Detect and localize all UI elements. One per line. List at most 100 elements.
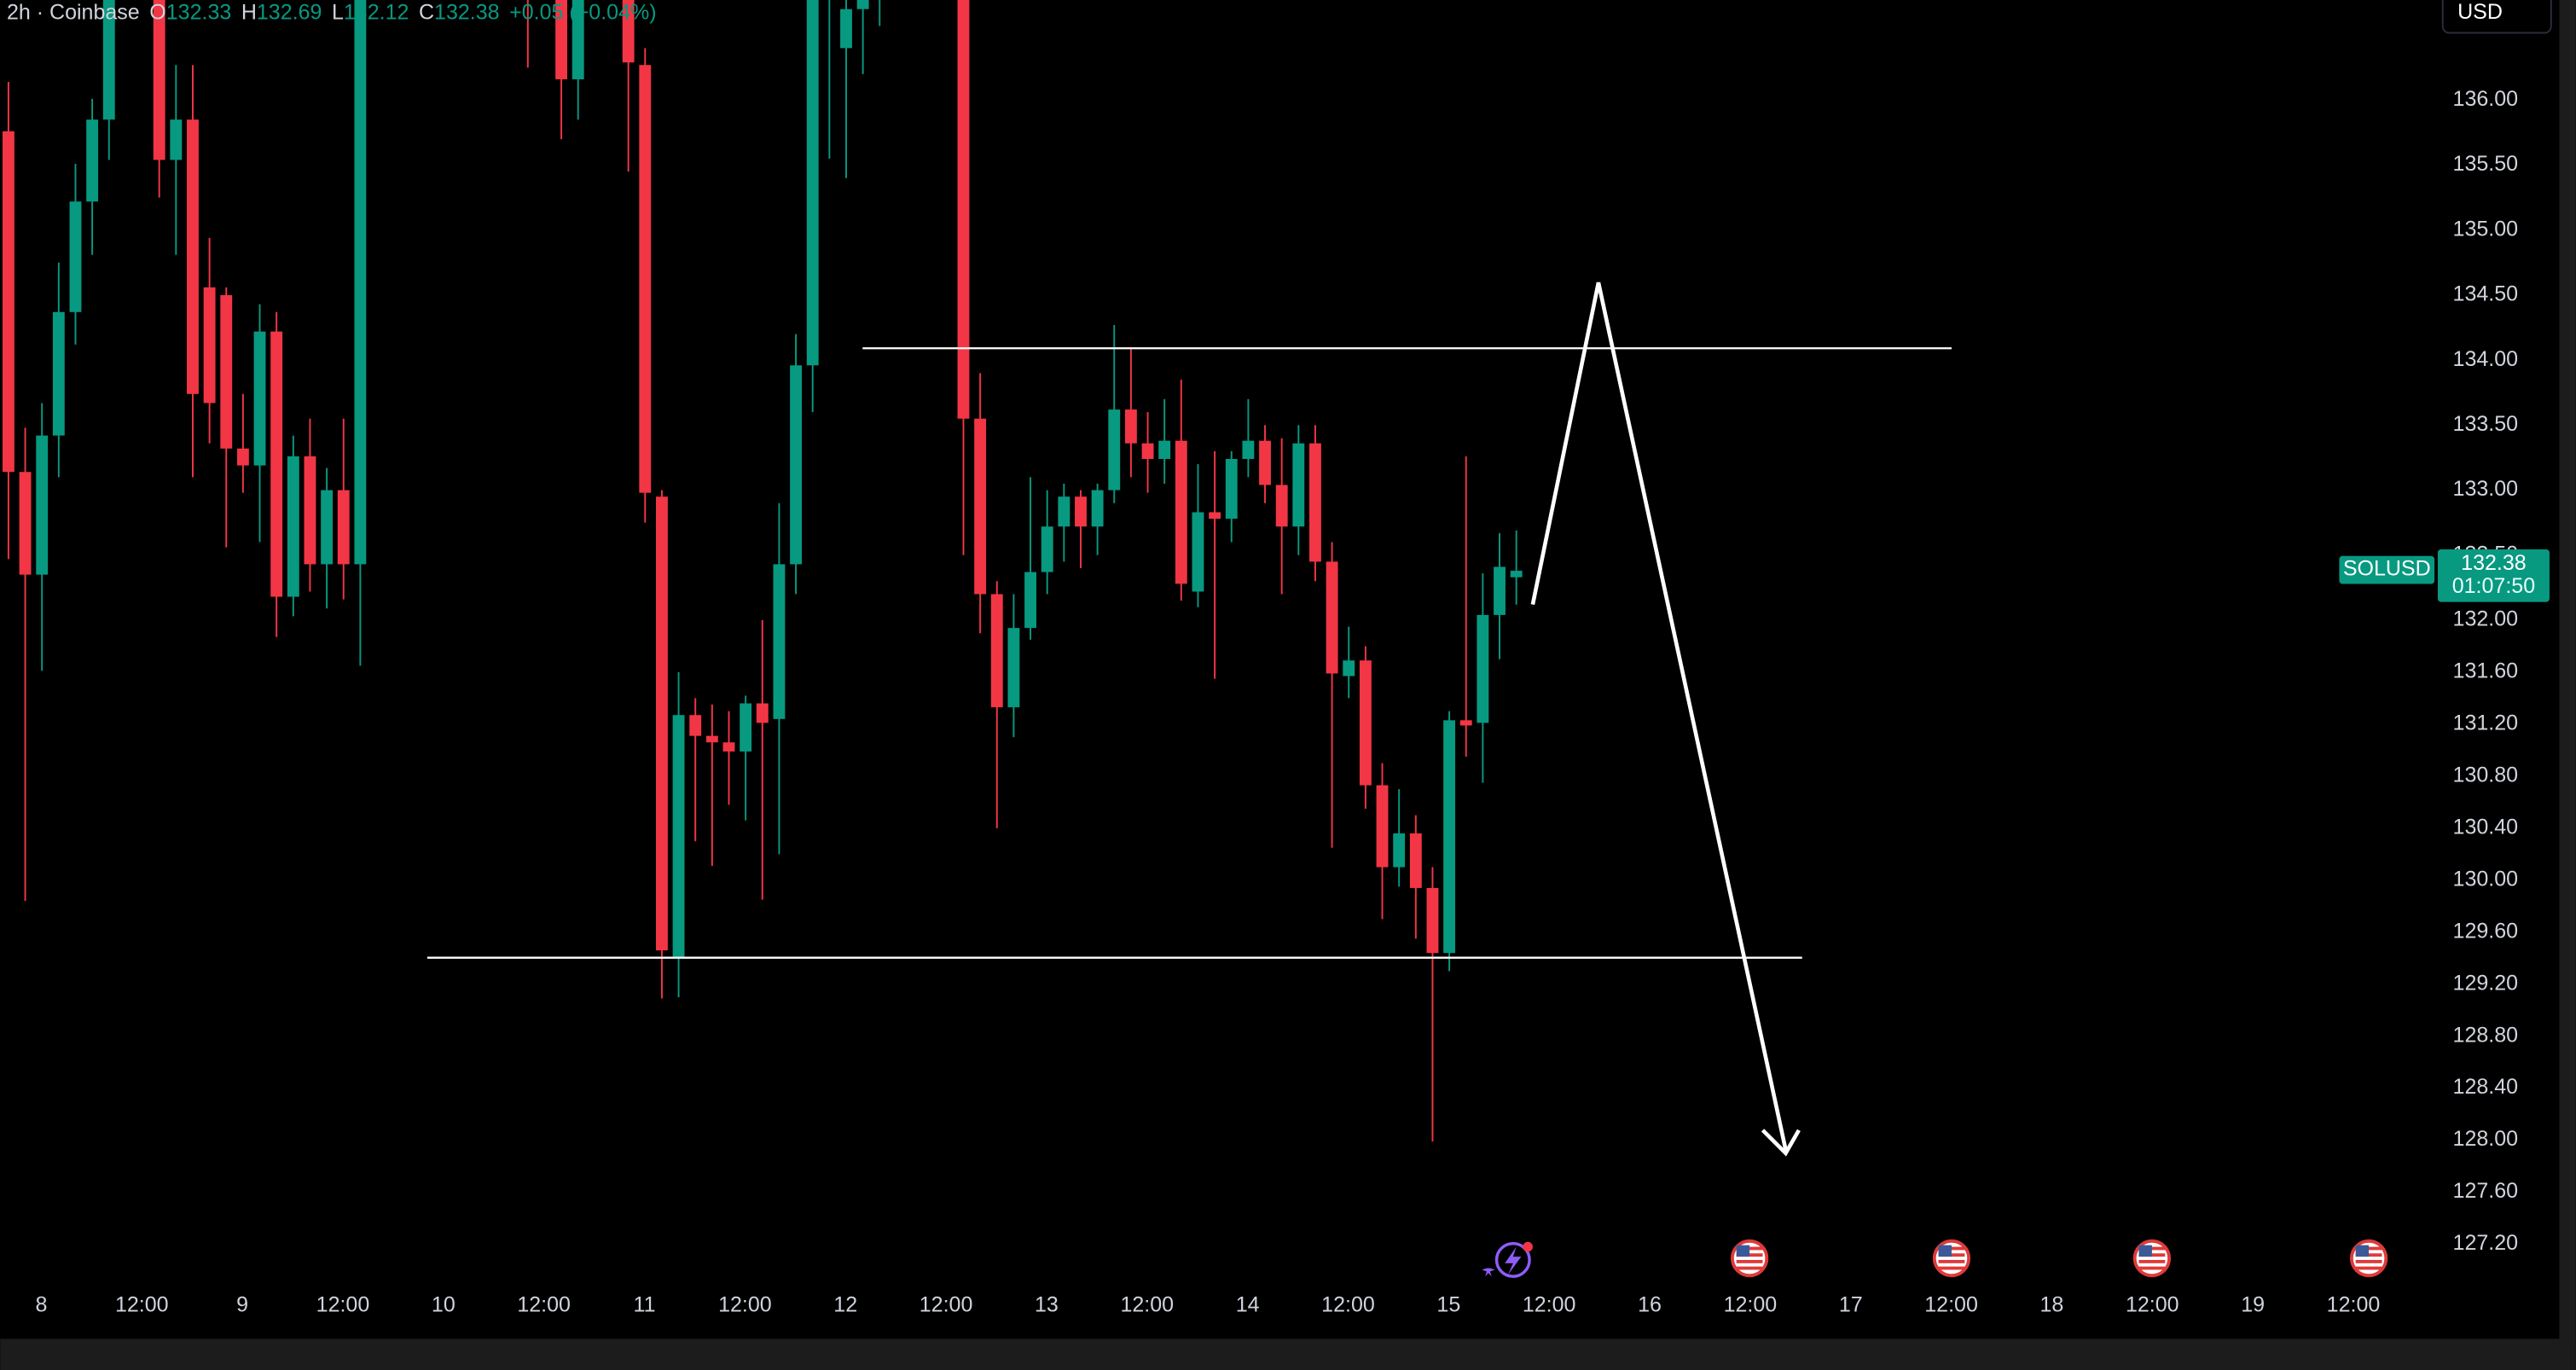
candle-body (773, 564, 786, 719)
candle-body (1007, 628, 1020, 708)
candle-body (1494, 566, 1506, 615)
countdown-label: 01:07:50 (2452, 574, 2535, 598)
candle-body (656, 496, 668, 951)
candle-body (672, 715, 685, 957)
x-tick-label: 16 (1638, 1293, 1662, 1317)
ohlc-value: 132.38 (434, 0, 500, 24)
x-tick-label: 12:00 (718, 1293, 772, 1317)
ohlc-value: 132.69 (257, 0, 322, 24)
event-flag[interactable] (1730, 1239, 1769, 1278)
x-tick-label: 18 (2040, 1293, 2064, 1317)
flag-canton (1736, 1245, 1750, 1257)
candle-body (957, 0, 970, 419)
candle-body (236, 448, 249, 466)
x-tick-label: 12:00 (2126, 1293, 2179, 1317)
y-tick-label: 127.60 (2453, 1179, 2519, 1203)
candle-body (1041, 526, 1053, 572)
ohlc-key: H (241, 0, 257, 24)
last-price-box (2437, 549, 2550, 602)
bottom-bar (0, 1338, 2576, 1370)
candle-body (36, 435, 49, 575)
ohlc-key: L (332, 0, 344, 24)
candle-body (1058, 496, 1070, 527)
y-tick-label: 135.00 (2453, 217, 2519, 241)
x-tick-label: 14 (1236, 1293, 1260, 1317)
ohlc-value: 132.33 (166, 0, 232, 24)
x-tick-label: 13 (1035, 1293, 1059, 1317)
flag-canton (2138, 1245, 2152, 1257)
candle-body (52, 311, 65, 436)
y-tick-label: 129.20 (2453, 971, 2519, 995)
candle-body (220, 294, 233, 449)
ohlc-value: 132.12 (344, 0, 409, 24)
candle-body (1359, 660, 1372, 786)
flag-stripe (1938, 1259, 1965, 1263)
candle-body (337, 490, 350, 565)
currency-label: USD (2457, 0, 2503, 24)
candle-body (705, 735, 718, 743)
flag-canton (2355, 1245, 2370, 1257)
y-tick-label: 128.40 (2453, 1075, 2519, 1099)
y-tick-label: 132.00 (2453, 607, 2519, 631)
candle-body (270, 331, 283, 597)
candle-body (1075, 496, 1087, 527)
arrow-head (1761, 1129, 1801, 1157)
last-price-label: 132.38 (2461, 551, 2527, 575)
candle-body (1024, 572, 1036, 629)
flag-stripe (1736, 1266, 1763, 1270)
candle-body (2, 131, 15, 473)
candle-body (1510, 571, 1523, 578)
candle-body (622, 0, 635, 63)
projection-arrow[interactable] (1530, 282, 1788, 1151)
x-tick-label: 12 (833, 1293, 857, 1317)
right-edge (2559, 0, 2576, 1370)
candle-body (170, 119, 183, 160)
x-tick-label: 12:00 (316, 1293, 370, 1317)
candle-body (974, 418, 987, 595)
candle-body (1292, 443, 1305, 527)
x-tick-label: 12:00 (1924, 1293, 1978, 1317)
y-tick-label: 133.00 (2453, 477, 2519, 501)
candle-body (102, 0, 115, 120)
currency-button[interactable] (2441, 0, 2552, 34)
event-flag[interactable] (2132, 1239, 2172, 1278)
event-icon[interactable] (1482, 1241, 1533, 1278)
candle-body (1343, 660, 1355, 676)
candle-body (639, 65, 652, 493)
candle-body (1158, 440, 1171, 459)
y-tick-label: 128.00 (2453, 1127, 2519, 1151)
x-tick-label: 12:00 (1724, 1293, 1778, 1317)
economic-events (1730, 1239, 2388, 1278)
y-tick-label: 130.40 (2453, 815, 2519, 839)
candle-body (1175, 440, 1187, 584)
candle-body (571, 0, 584, 79)
y-tick-label: 130.80 (2453, 763, 2519, 787)
candle-body (86, 119, 99, 202)
y-tick-label: 131.20 (2453, 711, 2519, 735)
event-flag[interactable] (2349, 1239, 2388, 1278)
y-tick-label: 134.50 (2453, 282, 2519, 306)
ohlc-key: C (419, 0, 434, 24)
x-tick-label: 12:00 (2327, 1293, 2381, 1317)
x-tick-label: 11 (634, 1293, 656, 1317)
candle-body (1108, 409, 1121, 491)
change: +0.05 (+0.04%) (509, 0, 656, 24)
candle-body (756, 703, 769, 723)
flag-stripe (1736, 1259, 1763, 1263)
candle-body (354, 0, 367, 565)
x-tick-label: 12:00 (1523, 1293, 1576, 1317)
candle-body (840, 9, 852, 49)
symbol-source: 2h · Coinbase (7, 0, 140, 24)
candle-body (1309, 443, 1321, 562)
candle-body (253, 331, 266, 466)
y-tick-label: 135.50 (2453, 152, 2519, 176)
event-flag[interactable] (1932, 1239, 1971, 1278)
x-tick-label: 9 (236, 1293, 248, 1317)
candle-body (321, 490, 334, 565)
flag-stripe (2138, 1259, 2166, 1263)
flag-stripe (2355, 1259, 2382, 1263)
candle-body (790, 365, 803, 565)
flag-stripe (1938, 1266, 1965, 1270)
candle-body (1477, 614, 1489, 723)
x-tick-label: 8 (35, 1293, 47, 1317)
